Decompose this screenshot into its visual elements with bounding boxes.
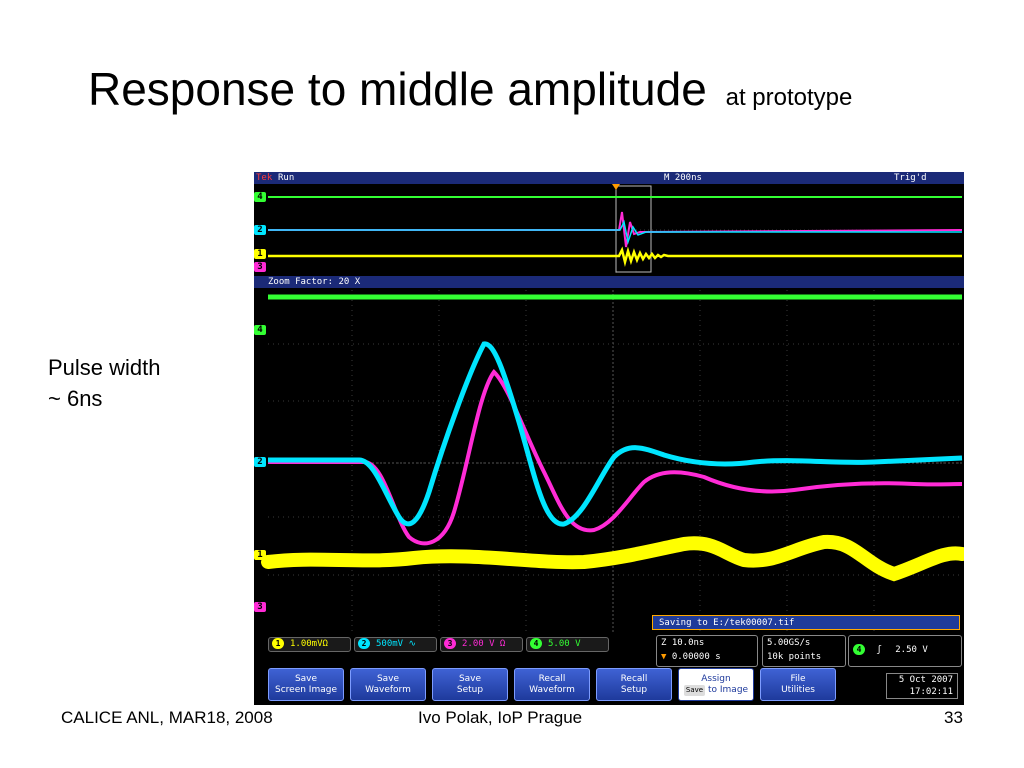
- note-line-1: Pulse width: [48, 355, 161, 380]
- zoom-time-offset: 0.00000 s: [671, 652, 721, 662]
- record-length: 10k points: [767, 652, 822, 662]
- footer-author: Ivo Polak, IoP Prague: [418, 708, 583, 727]
- title-main: Response to middle amplitude: [88, 63, 707, 115]
- ch4-badge: 4: [530, 638, 542, 649]
- date-time-display: 5 Oct 2007 17:02:11: [886, 673, 958, 699]
- save-message: Saving to E:/tek00007.tif: [659, 618, 795, 628]
- brand-label: Tek: [256, 173, 273, 183]
- title-suffix: at prototype: [725, 84, 853, 111]
- ch2-badge: 2: [358, 638, 370, 649]
- ch1-scale: 1.00mVΩ: [290, 639, 328, 649]
- scope-status-bar: Tek Run M 200ns Trig'd: [254, 172, 964, 184]
- slide-number: 33: [944, 708, 963, 727]
- ch1-marker-overview[interactable]: 1: [254, 249, 266, 259]
- overview-trace-ch2: [268, 219, 962, 245]
- button-line-2: Utilities: [781, 684, 815, 695]
- ch1-marker-zoom[interactable]: 1: [254, 550, 266, 560]
- ch2-marker-overview[interactable]: 2: [254, 225, 266, 235]
- button-line-2: to Image: [707, 684, 749, 695]
- button-line-1: Assign: [701, 673, 731, 684]
- ch4-marker-overview[interactable]: 4: [254, 192, 266, 202]
- button-line-2: Waveform: [365, 684, 411, 695]
- trigger-channel-badge: 4: [853, 644, 865, 655]
- zoom-trace-ch1: [261, 534, 964, 582]
- ch3-badge: 3: [444, 638, 456, 649]
- overview-trace-ch3: [268, 211, 963, 248]
- ch2-readout[interactable]: 2 500mV ∿: [354, 637, 437, 652]
- button-line-1: Save: [294, 673, 318, 684]
- recall-setup-button[interactable]: Recall Setup: [596, 668, 672, 701]
- save-waveform-button[interactable]: Save Waveform: [350, 668, 426, 701]
- trigger-state: Trig'd: [894, 173, 927, 183]
- trigger-slope-icon: ʃ: [876, 645, 882, 655]
- save-setup-button[interactable]: Save Setup: [432, 668, 508, 701]
- ch3-marker-overview[interactable]: 3: [254, 262, 266, 272]
- oscilloscope-screen: Tek Run M 200ns Trig'd Zoom Factor: 20 X…: [254, 172, 964, 705]
- button-line-1: Save: [376, 673, 400, 684]
- sample-rate: 5.00GS/s: [767, 638, 811, 648]
- ch4-scale: 5.00 V: [548, 639, 581, 649]
- time-label: 17:02:11: [909, 687, 953, 697]
- zoom-factor-label: Zoom Factor: 20 X: [268, 277, 361, 287]
- ch3-scale: 2.00 V Ω: [462, 639, 506, 649]
- date-label: 5 Oct 2007: [898, 675, 953, 685]
- save-status-banner: Saving to E:/tek00007.tif: [652, 615, 960, 630]
- button-line-1: Recall: [538, 673, 566, 684]
- ch1-badge: 1: [272, 638, 284, 649]
- acquisition-readout[interactable]: 5.00GS/s 10k points: [762, 635, 846, 667]
- ch4-readout[interactable]: 4 5.00 V: [526, 637, 609, 652]
- ch2-scale: 500mV ∿: [376, 639, 417, 649]
- recall-waveform-button[interactable]: Recall Waveform: [514, 668, 590, 701]
- ch2-marker-zoom[interactable]: 2: [254, 457, 266, 467]
- zoom-time-readout[interactable]: Z 10.0ns ▼ 0.00000 s: [656, 635, 758, 667]
- trigger-position-marker: [612, 184, 620, 190]
- softkey-row: Save Screen Image Save Waveform Save Set…: [254, 668, 964, 705]
- button-line-1: File: [790, 673, 806, 684]
- save-screen-image-button[interactable]: Save Screen Image: [268, 668, 344, 701]
- waveform-display: [261, 184, 964, 632]
- button-line-2: Setup: [456, 684, 484, 695]
- zoom-time-scale: Z 10.0ns: [661, 638, 705, 648]
- assign-save-button[interactable]: Assign Save to Image: [678, 668, 754, 701]
- overview-trace-ch1: [268, 246, 962, 267]
- trigger-readout[interactable]: 4 ʃ 2.50 V: [848, 635, 962, 667]
- channel-readout-row: 1 1.00mVΩ 2 500mV ∿ 3 2.00 V Ω 4 5.00 V Z 10…: [254, 634, 964, 668]
- slide-title: Response to middle amplitude at prototyp…: [88, 62, 852, 116]
- trigger-offset-icon: ▼: [661, 652, 667, 662]
- button-line-1: Recall: [620, 673, 648, 684]
- file-utilities-button[interactable]: File Utilities: [760, 668, 836, 701]
- button-line-2: Screen Image: [275, 684, 337, 695]
- trigger-level: 2.50 V: [895, 645, 928, 655]
- run-state: Run: [278, 173, 295, 183]
- note-line-2: ~ 6ns: [48, 386, 103, 411]
- ch3-marker-zoom[interactable]: 3: [254, 602, 266, 612]
- button-line-2: Waveform: [529, 684, 575, 695]
- zoom-trace-ch2: [268, 341, 963, 527]
- zoom-trace-ch3: [268, 368, 963, 546]
- button-line-1: Save: [458, 673, 482, 684]
- pulse-width-note: Pulse width ~ 6ns: [48, 352, 161, 414]
- save-key-icon: Save: [683, 684, 706, 696]
- ch1-readout[interactable]: 1 1.00mVΩ: [268, 637, 351, 652]
- button-line-2: Setup: [620, 684, 648, 695]
- timebase-readout: M 200ns: [664, 173, 702, 183]
- zoom-bar: Zoom Factor: 20 X: [254, 276, 964, 288]
- ch4-marker-zoom[interactable]: 4: [254, 325, 266, 335]
- footer-conference: CALICE ANL, MAR18, 2008: [61, 708, 273, 727]
- ch3-readout[interactable]: 3 2.00 V Ω: [440, 637, 523, 652]
